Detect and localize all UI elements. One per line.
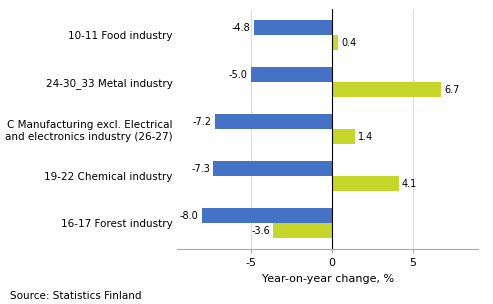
Bar <box>250 67 332 82</box>
Text: 6.7: 6.7 <box>444 85 459 95</box>
Text: 1.4: 1.4 <box>358 132 373 142</box>
Text: 4.1: 4.1 <box>402 179 417 189</box>
Text: -7.3: -7.3 <box>191 164 210 174</box>
Bar <box>332 176 398 191</box>
X-axis label: Year-on-year change, %: Year-on-year change, % <box>262 274 394 284</box>
Text: -7.2: -7.2 <box>193 117 211 127</box>
Bar <box>332 129 354 144</box>
Text: -4.8: -4.8 <box>232 22 250 33</box>
Text: -5.0: -5.0 <box>228 70 247 80</box>
Text: 0.4: 0.4 <box>342 38 357 48</box>
Bar <box>215 114 332 129</box>
Bar <box>254 20 332 35</box>
Bar <box>202 208 332 223</box>
Text: -8.0: -8.0 <box>180 211 199 221</box>
Text: Source: Statistics Finland: Source: Statistics Finland <box>10 291 141 301</box>
Bar <box>274 223 332 238</box>
Bar <box>213 161 332 176</box>
Text: -3.6: -3.6 <box>251 226 270 236</box>
Bar <box>332 82 441 97</box>
Bar <box>332 35 338 50</box>
